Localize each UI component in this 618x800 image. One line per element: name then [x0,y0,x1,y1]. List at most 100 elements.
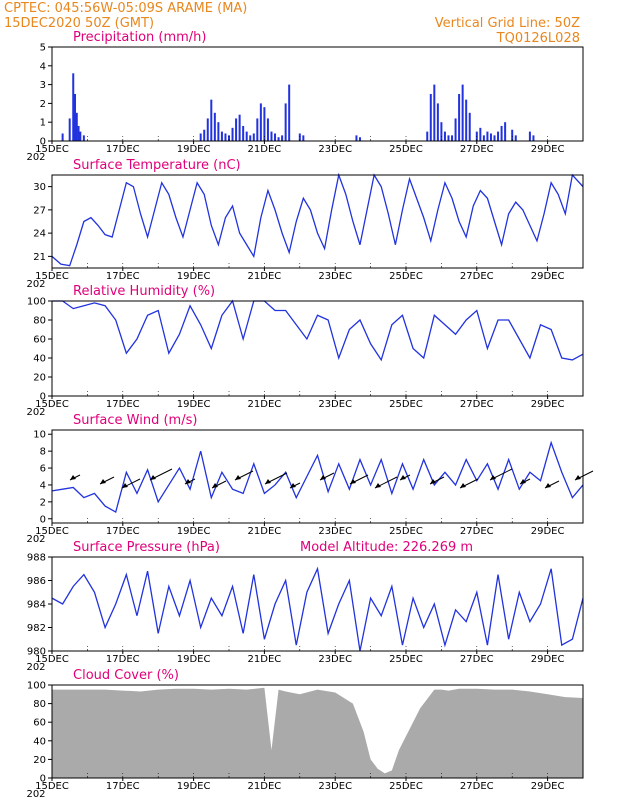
x-tick-label: 21DEC [248,399,282,410]
precip-bar [252,133,255,141]
wind-arrow-head [350,479,356,484]
precip-bar [514,135,517,141]
x-tick-label: 17DEC [106,526,140,537]
y-tick-label: 0 [40,774,46,785]
x-year-label: 202 [26,407,45,418]
panel-title: Cloud Cover (%) [73,668,179,683]
y-tick-label: 3 [40,80,46,91]
x-tick-label: 27DEC [460,781,494,792]
x-tick-label: 27DEC [460,399,494,410]
y-tick-label: 60 [33,335,46,346]
precip-bar [82,135,85,141]
y-tick-label: 0 [40,392,46,403]
precip-bar [206,118,209,141]
x-tick-label: 19DEC [177,781,211,792]
panel-4: 980 982 984 986 988 15DEC 17DEC 19DEC 21DEC 23DEC… [26,540,584,673]
precip-bar [493,135,496,141]
precip-bar [75,112,78,141]
y-tick-label: 60 [33,718,46,729]
x-tick-label: 25DEC [389,399,423,410]
x-tick-label: 17DEC [106,144,140,155]
panel-title: Surface Wind (m/s) [73,413,197,428]
x-tick-label: 27DEC [460,271,494,282]
precip-bar [355,135,358,141]
wind-arrow-head [100,479,106,484]
precip-bar [256,118,259,141]
panel-5: 0 20 40 60 80 100 15DEC 17DEC 19DEC 21DEC 23DEC 25D… [26,668,584,800]
panel-title: Surface Pressure (hPa) [73,540,220,555]
wind-arrow-head [150,475,156,480]
precip-bar [451,135,454,141]
x-tick-label: 23DEC [318,271,352,282]
panel-3: 0 2 4 6 8 10 15DEC 17DEC 19DEC 21DEC 23DEC 25DEC 27D… [26,413,594,545]
precip-bar [461,84,464,141]
precip-bar [199,133,202,141]
x-tick-label: 29DEC [531,399,565,410]
precip-bar [281,135,284,141]
x-year-label: 202 [26,534,45,545]
precip-bar [528,131,531,141]
x-tick-label: 29DEC [531,271,565,282]
x-tick-label: 19DEC [177,654,211,665]
precip-bar [74,94,77,141]
x-tick-label: 17DEC [106,271,140,282]
x-tick-label: 29DEC [531,654,565,665]
precip-bar [288,84,291,141]
wind-arrow-head [375,483,381,488]
x-tick-label: 25DEC [389,144,423,155]
x-tick-label: 21DEC [248,781,282,792]
precip-bar [511,129,514,141]
precip-bar [217,122,220,141]
x-tick-label: 17DEC [106,654,140,665]
precip-bar [231,127,234,141]
x-tick-label: 27DEC [460,654,494,665]
precip-bar [61,133,64,141]
wind-arrow-head [460,483,466,488]
precip-bar [249,135,252,141]
y-tick-label: 4 [40,480,46,491]
y-tick-label: 6 [40,464,46,475]
y-tick-label: 2 [40,497,46,508]
x-year-label: 202 [26,152,45,163]
panel-1: 21 24 27 30 15DEC 17DEC 19DEC 21DEC 23DEC 25DEC 27… [26,158,584,290]
header-grid-line: Vertical Grid Line: 50Z [435,16,580,31]
wind-arrow-head [430,479,436,484]
y-tick-label: 0 [40,137,46,148]
precip-bar [274,133,277,141]
x-tick-label: 29DEC [531,526,565,537]
precip-bar [228,135,230,141]
precip-bar [238,114,241,141]
x-tick-label: 17DEC [106,781,140,792]
precip-bar [77,125,80,141]
panel-frame [51,174,584,269]
wind-arrow-head [122,483,128,488]
precip-bar [72,73,75,141]
panel-0: 0 1 2 3 4 5 15DEC 17DEC 19DEC 21DEC 23DEC 25DEC 27DE… [26,30,584,163]
precip-bar [220,131,223,141]
y-tick-label: 10 [33,430,46,441]
y-tick-label: 984 [27,600,46,611]
precip-bar [500,125,503,141]
x-tick-label: 19DEC [177,526,211,537]
series-line [51,172,584,267]
y-tick-label: 30 [33,182,46,193]
y-tick-label: 988 [27,553,46,564]
y-tick-label: 20 [33,755,46,766]
x-tick-label: 21DEC [248,144,282,155]
precip-bar [358,137,361,141]
y-tick-label: 20 [33,373,46,384]
y-tick-label: 27 [33,205,46,216]
series-line [52,299,584,362]
wind-arrow-head [265,479,271,484]
wind-arrow-head [290,483,296,488]
x-tick-label: 23DEC [318,144,352,155]
precip-bar [489,133,492,141]
header-model: TQ0126L028 [496,31,580,46]
y-tick-label: 980 [27,647,46,658]
series-line [51,440,584,513]
precip-bar [433,84,436,141]
y-tick-label: 80 [33,316,46,327]
wind-arrow-head [575,475,581,480]
panel-frame [51,46,584,142]
x-tick-label: 19DEC [177,399,211,410]
